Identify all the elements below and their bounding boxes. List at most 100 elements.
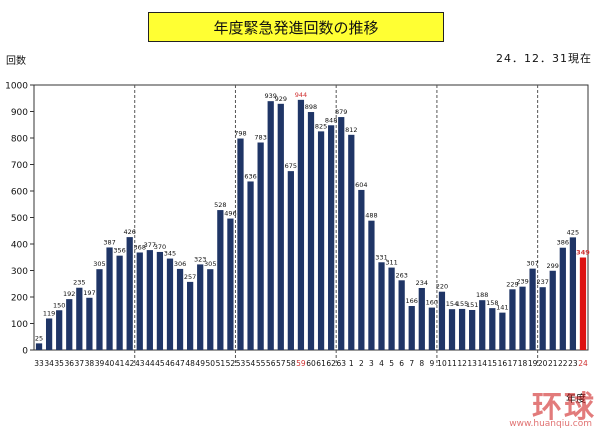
bar-value-label: 356 — [113, 247, 125, 255]
x-tick-label: 4 — [379, 359, 384, 368]
bar-value-label: 158 — [486, 299, 498, 307]
bar-value-label: 825 — [315, 122, 327, 130]
y-axis-label: 回数 — [6, 56, 26, 67]
x-tick-label: 62 — [326, 359, 336, 368]
x-tick-label: 60 — [306, 359, 316, 368]
bar-value-label: 25 — [35, 334, 43, 342]
x-tick-label: 5 — [389, 359, 394, 368]
x-tick-label: 59 — [296, 359, 306, 368]
bar-value-label: 237 — [536, 278, 548, 286]
bar — [338, 117, 345, 350]
x-tick-label: 17 — [508, 359, 518, 368]
bar-value-label: 151 — [466, 301, 478, 309]
x-tick-label: 57 — [276, 359, 286, 368]
x-tick-label: 23 — [568, 359, 578, 368]
bar-value-label: 160 — [426, 299, 438, 307]
bar-value-label: 370 — [154, 243, 166, 251]
bar — [217, 210, 224, 350]
bar-value-label: 323 — [194, 255, 206, 263]
bar — [106, 247, 113, 350]
x-tick-label: 13 — [467, 359, 477, 368]
bar — [519, 286, 526, 350]
bar-value-label: 879 — [335, 108, 347, 116]
y-tick-label: 1000 — [5, 82, 28, 92]
x-tick-label: 18 — [518, 359, 528, 368]
bar — [388, 267, 395, 350]
bar-value-label: 154 — [446, 300, 458, 308]
y-tick-label: 500 — [11, 214, 28, 224]
chart-title: 年度緊急発進回数の推移 — [148, 12, 444, 42]
bar — [307, 112, 315, 350]
y-tick-label: 800 — [11, 135, 28, 145]
y-tick-label: 400 — [11, 241, 28, 251]
x-tick-label: 58 — [286, 359, 296, 368]
x-tick-label: 43 — [135, 359, 145, 368]
bar-value-label: 426 — [123, 228, 135, 236]
x-axis-label: 年度 — [566, 394, 586, 405]
bar — [126, 237, 133, 350]
bar-value-label: 377 — [144, 241, 156, 249]
y-tick-label: 900 — [11, 108, 28, 118]
x-tick-label: 20 — [538, 359, 548, 368]
bar — [96, 269, 103, 350]
bar — [297, 99, 305, 350]
bar-value-label: 305 — [93, 260, 105, 268]
y-tick-label: 700 — [11, 161, 28, 171]
bar-value-label: 929 — [275, 95, 287, 103]
bar — [489, 308, 496, 350]
x-tick-label: 44 — [145, 359, 155, 368]
bar-value-label: 496 — [224, 210, 236, 218]
x-tick-label: 15 — [488, 359, 498, 368]
x-tick-label: 49 — [195, 359, 205, 368]
bar — [358, 189, 365, 350]
x-tick-label: 39 — [95, 359, 105, 368]
bar-value-label: 234 — [416, 279, 428, 287]
x-tick-label: 52 — [226, 359, 236, 368]
x-tick-label: 8 — [419, 359, 424, 368]
x-tick-label: 42 — [125, 359, 135, 368]
bar-value-label: 783 — [254, 134, 266, 142]
bar — [86, 297, 93, 350]
bar — [539, 287, 546, 350]
bar — [579, 257, 587, 350]
x-tick-label: 55 — [256, 359, 266, 368]
bar-value-label: 812 — [345, 126, 357, 134]
x-tick-label: 21 — [548, 359, 558, 368]
bar — [237, 138, 244, 350]
bar — [56, 310, 63, 350]
bar-value-label: 307 — [526, 260, 538, 268]
x-tick-label: 36 — [64, 359, 74, 368]
x-tick-label: 9 — [429, 359, 434, 368]
y-tick-label: 300 — [11, 267, 28, 277]
bar-value-label: 349 — [576, 249, 590, 257]
x-tick-label: 33 — [34, 359, 44, 368]
bar — [317, 131, 325, 350]
bar-value-label: 939 — [264, 92, 276, 100]
bar — [368, 220, 375, 350]
bar-value-label: 386 — [557, 239, 569, 247]
x-tick-label: 10 — [437, 359, 447, 368]
x-tick-label: 12 — [457, 359, 467, 368]
x-tick-label: 6 — [399, 359, 404, 368]
bar-value-label: 119 — [43, 309, 55, 317]
x-tick-label: 54 — [246, 359, 256, 368]
x-tick-label: 56 — [266, 359, 276, 368]
x-tick-label: 47 — [175, 359, 185, 368]
bar-value-label: 305 — [204, 260, 216, 268]
bar — [227, 218, 234, 350]
bar — [76, 287, 83, 350]
bar — [156, 251, 164, 350]
bar-value-label: 848 — [325, 116, 337, 124]
bar — [176, 268, 184, 350]
watermark-logo: 环球 — [532, 390, 596, 425]
y-tick-label: 0 — [22, 347, 28, 357]
bar-value-label: 188 — [476, 291, 488, 299]
bar-value-label: 798 — [234, 130, 246, 138]
bar — [146, 250, 153, 350]
bar-value-label: 229 — [506, 280, 518, 288]
x-tick-label: 51 — [216, 359, 226, 368]
bar — [197, 264, 204, 350]
bar-value-label: 368 — [134, 243, 146, 251]
bar — [398, 280, 405, 350]
bar — [257, 142, 264, 350]
